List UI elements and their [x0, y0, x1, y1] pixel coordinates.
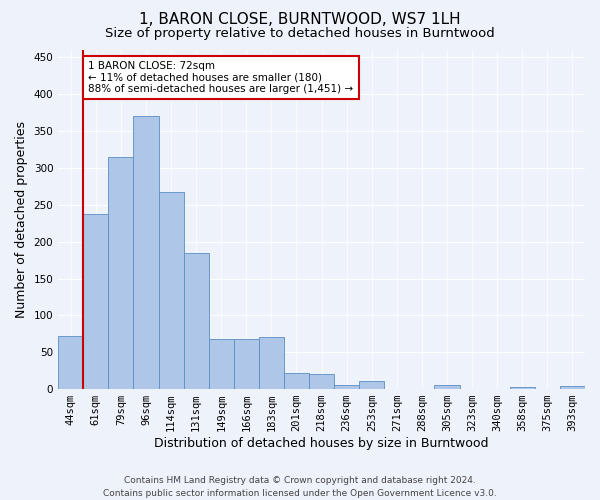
- Bar: [209, 339, 234, 389]
- X-axis label: Distribution of detached houses by size in Burntwood: Distribution of detached houses by size …: [154, 437, 489, 450]
- Bar: [284, 373, 309, 389]
- Bar: [560, 386, 585, 389]
- Bar: [510, 387, 535, 389]
- Bar: [434, 386, 460, 389]
- Bar: [158, 192, 184, 389]
- Bar: [58, 336, 83, 389]
- Text: Contains HM Land Registry data © Crown copyright and database right 2024.
Contai: Contains HM Land Registry data © Crown c…: [103, 476, 497, 498]
- Bar: [109, 157, 133, 389]
- Bar: [309, 374, 334, 389]
- Bar: [133, 116, 158, 389]
- Bar: [83, 214, 109, 389]
- Bar: [334, 384, 359, 389]
- Text: Size of property relative to detached houses in Burntwood: Size of property relative to detached ho…: [105, 28, 495, 40]
- Bar: [359, 381, 385, 389]
- Bar: [184, 254, 209, 389]
- Bar: [234, 339, 259, 389]
- Y-axis label: Number of detached properties: Number of detached properties: [15, 121, 28, 318]
- Text: 1 BARON CLOSE: 72sqm
← 11% of detached houses are smaller (180)
88% of semi-deta: 1 BARON CLOSE: 72sqm ← 11% of detached h…: [88, 61, 353, 94]
- Bar: [259, 338, 284, 389]
- Text: 1, BARON CLOSE, BURNTWOOD, WS7 1LH: 1, BARON CLOSE, BURNTWOOD, WS7 1LH: [139, 12, 461, 28]
